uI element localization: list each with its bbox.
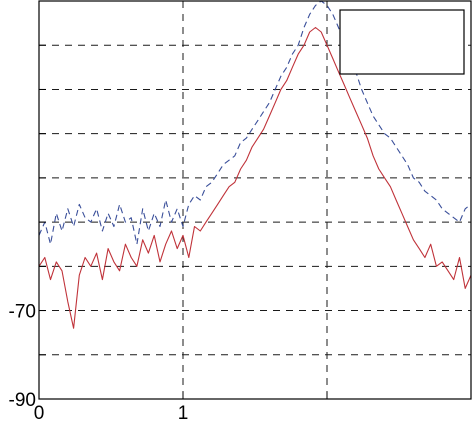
legend-box — [339, 9, 465, 75]
series-lines — [38, 0, 472, 329]
x-tick-label: 1 — [178, 403, 189, 424]
tick-marks — [38, 0, 472, 400]
y-tick-label: -90 — [9, 390, 36, 411]
plot-frame — [38, 0, 472, 400]
tick-labels: -90 -70 0 1 — [9, 302, 189, 424]
series-blue-dashed-line — [38, 0, 472, 245]
y-tick-label: -70 — [9, 302, 36, 323]
series-red-solid-line — [38, 26, 472, 329]
x-tick-label: 0 — [34, 403, 45, 424]
